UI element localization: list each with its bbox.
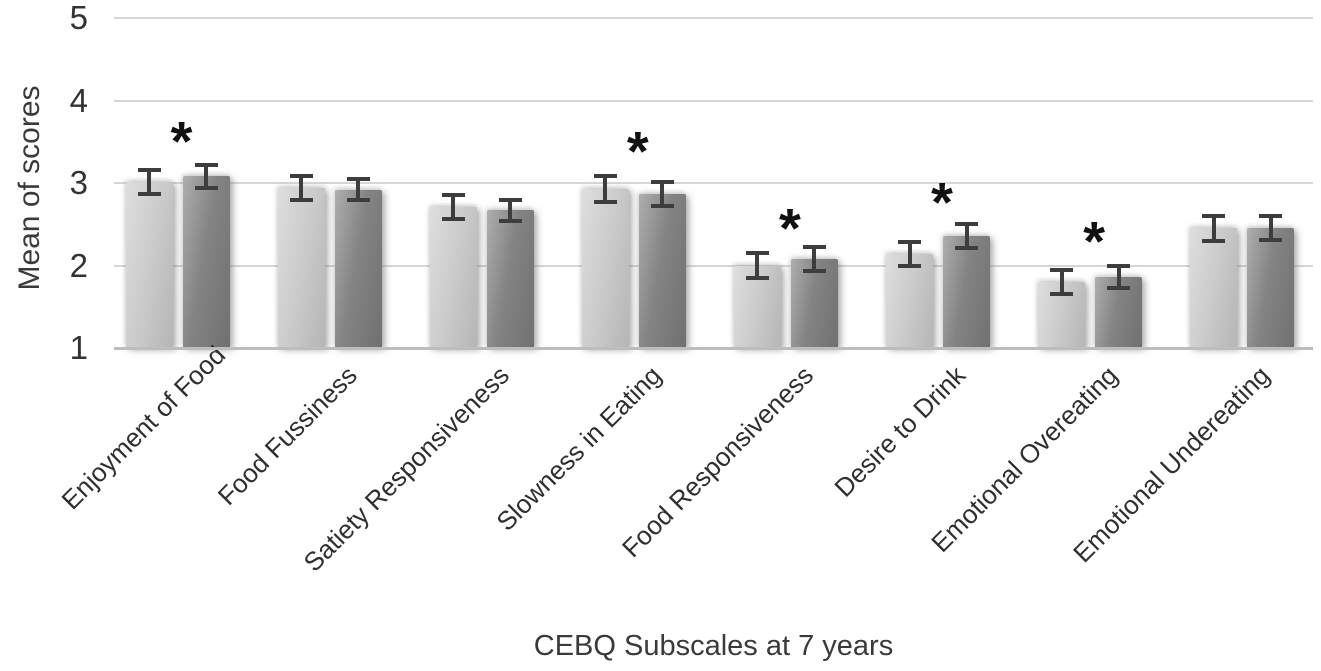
- error-bar-series-1-light-gray-emotional-overeating: [1050, 267, 1074, 297]
- error-bar-series-1-light-gray-satiety-responsiveness: [441, 192, 465, 221]
- error-bar-cap-bottom: [898, 263, 921, 268]
- error-bar-stem: [603, 173, 608, 204]
- gridline-y-2: [114, 264, 1313, 267]
- error-bar-cap-bottom: [346, 197, 370, 202]
- y-tick-label-2: 2: [69, 246, 88, 284]
- significance-asterisk-slowness-in-eating: *: [626, 119, 649, 183]
- error-bar-series-1-light-gray-emotional-undereating: [1202, 213, 1226, 244]
- error-bar-series-1-light-gray-enjoyment-of-food: [137, 168, 161, 197]
- error-bar-stem: [1116, 263, 1121, 291]
- error-bar-stem: [1211, 213, 1216, 244]
- error-bar-cap-bottom: [745, 275, 769, 280]
- significance-asterisk-desire-to-drink: *: [931, 170, 953, 234]
- bar-series-2-dark-gray-emotional-undereating: [1247, 228, 1295, 348]
- bar-series-1-light-gray-food-responsiveness: [733, 265, 781, 348]
- bar-series-2-dark-gray-slowness-in-eating: [638, 193, 686, 348]
- error-bar-cap-top: [194, 163, 218, 168]
- significance-asterisk-enjoyment-of-food: *: [170, 109, 193, 173]
- error-bar-series-2-dark-gray-emotional-undereating: [1259, 214, 1283, 243]
- error-bar-cap-bottom: [1259, 238, 1283, 243]
- gridline-y-4: [114, 99, 1313, 102]
- y-tick-label-1: 1: [69, 329, 88, 366]
- error-bar-stem: [1059, 267, 1064, 297]
- error-bar-stem: [907, 239, 912, 268]
- error-bar-stem: [660, 179, 665, 208]
- error-bar-stem: [451, 192, 456, 221]
- y-tick-label-5: 5: [69, 0, 88, 36]
- error-bar-cap-bottom: [955, 245, 978, 250]
- error-bar-series-2-dark-gray-food-fussiness: [346, 177, 370, 202]
- error-bar-series-2-dark-gray-slowness-in-eating: [650, 179, 674, 208]
- error-bar-cap-top: [650, 179, 674, 184]
- error-bar-cap-bottom: [498, 218, 522, 223]
- error-bar-cap-top: [498, 197, 522, 202]
- error-bar-cap-top: [898, 239, 921, 244]
- error-bar-series-1-light-gray-desire-to-drink: [898, 239, 921, 268]
- bar-series-2-dark-gray-food-fussiness: [334, 189, 382, 348]
- bar-series-1-light-gray-emotional-overeating: [1038, 282, 1086, 348]
- error-bar-cap-bottom: [194, 185, 218, 190]
- bar-series-1-light-gray-slowness-in-eating: [581, 188, 629, 348]
- error-bar-cap-bottom: [289, 197, 313, 202]
- error-bar-stem: [147, 168, 151, 197]
- error-bar-cap-bottom: [650, 203, 674, 208]
- error-bar-series-1-light-gray-slowness-in-eating: [593, 173, 617, 204]
- error-bar-cap-bottom: [1107, 286, 1131, 291]
- error-bar-cap-top: [955, 221, 978, 226]
- bar-series-1-light-gray-enjoyment-of-food: [125, 182, 173, 348]
- error-bar-cap-top: [346, 177, 370, 182]
- error-bar-series-1-light-gray-food-responsiveness: [745, 251, 769, 280]
- error-bar-series-2-dark-gray-enjoyment-of-food: [194, 163, 218, 190]
- error-bar-stem: [508, 197, 513, 223]
- y-tick-label-3: 3: [69, 164, 88, 201]
- error-bar-stem: [299, 173, 304, 202]
- error-bar-cap-top: [1050, 267, 1074, 272]
- gridline-y-3: [114, 182, 1313, 184]
- error-bar-cap-top: [745, 251, 769, 256]
- x-axis-title: CEBQ Subscales at 7 years: [533, 630, 894, 662]
- error-bar-cap-top: [1202, 213, 1226, 218]
- error-bar-stem: [356, 177, 361, 202]
- error-bar-cap-bottom: [802, 268, 826, 273]
- bar-series-1-light-gray-food-fussiness: [277, 187, 325, 348]
- error-bar-stem: [755, 251, 760, 280]
- significance-asterisk-emotional-overeating: *: [1083, 209, 1105, 273]
- error-bar-stem: [812, 244, 817, 273]
- error-bar-cap-top: [1107, 263, 1131, 268]
- bar-series-1-light-gray-desire-to-drink: [886, 253, 933, 348]
- error-bar-stem: [1268, 214, 1273, 243]
- bar-series-2-dark-gray-desire-to-drink: [943, 235, 990, 348]
- bar-series-1-light-gray-satiety-responsiveness: [429, 206, 477, 348]
- error-bar-cap-top: [593, 173, 617, 178]
- significance-asterisk-food-responsiveness: *: [778, 196, 801, 260]
- error-bar-cap-top: [441, 192, 465, 197]
- error-bar-series-2-dark-gray-satiety-responsiveness: [498, 197, 522, 223]
- error-bar-cap-top: [1259, 214, 1283, 219]
- error-bar-series-2-dark-gray-desire-to-drink: [955, 221, 978, 250]
- x-category-label-food-fussiness: Food Fussiness: [211, 360, 363, 511]
- error-bar-cap-top: [137, 168, 161, 173]
- error-bar-cap-bottom: [1050, 292, 1074, 297]
- error-bar-cap-top: [802, 244, 826, 249]
- bar-series-2-dark-gray-satiety-responsiveness: [486, 210, 534, 348]
- gridline-y-1: [114, 347, 1313, 350]
- y-tick-label-4: 4: [69, 81, 88, 119]
- error-bar-cap-bottom: [593, 199, 617, 204]
- gridline-y-5: [114, 17, 1313, 19]
- error-bar-cap-bottom: [441, 216, 465, 221]
- bar-series-2-dark-gray-enjoyment-of-food: [182, 176, 230, 348]
- error-bar-stem: [204, 163, 208, 190]
- bar-series-2-dark-gray-food-responsiveness: [790, 258, 838, 348]
- error-bar-stem: [964, 221, 969, 250]
- error-bar-cap-bottom: [137, 192, 161, 197]
- error-bar-cap-top: [289, 173, 313, 178]
- error-bar-series-2-dark-gray-emotional-overeating: [1107, 263, 1131, 291]
- error-bar-series-1-light-gray-food-fussiness: [289, 173, 313, 202]
- error-bar-cap-bottom: [1202, 239, 1226, 244]
- error-bar-series-2-dark-gray-food-responsiveness: [802, 244, 826, 273]
- bar-series-1-light-gray-emotional-undereating: [1190, 228, 1238, 348]
- x-category-label-enjoyment-of-food: Enjoyment of Food: [55, 339, 232, 516]
